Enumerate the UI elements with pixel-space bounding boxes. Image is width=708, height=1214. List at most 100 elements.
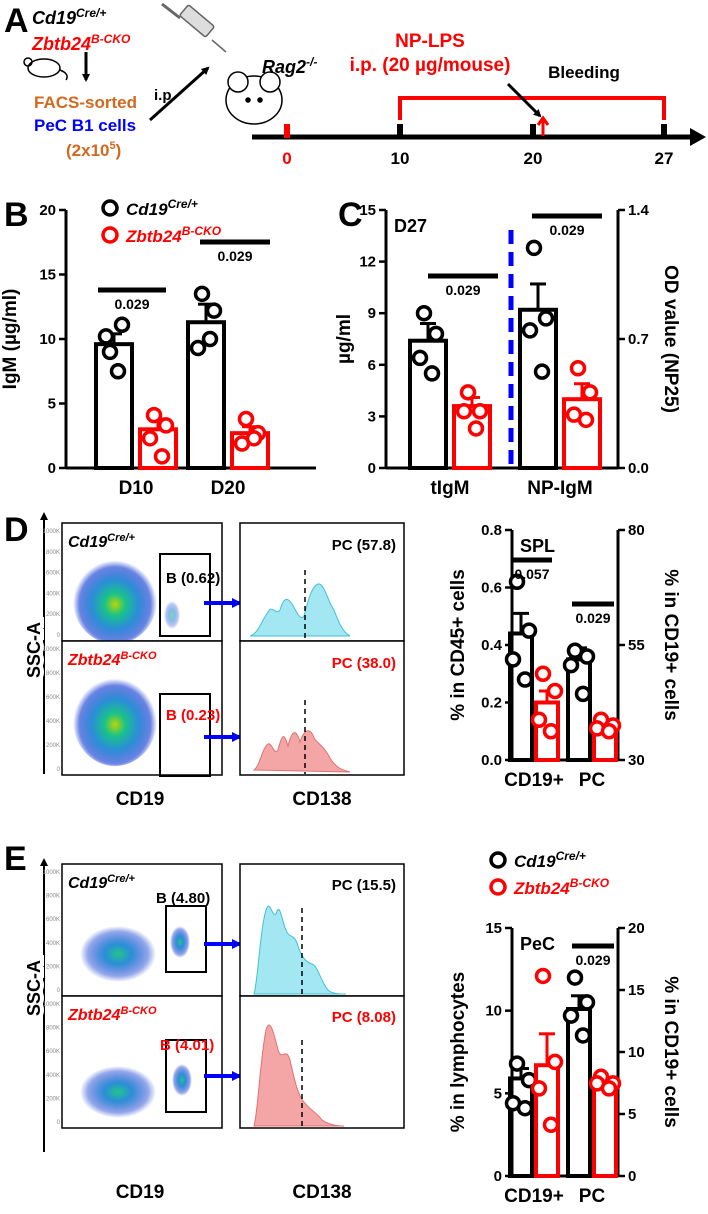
ytick-label-c-4: 12 [359, 254, 376, 271]
ytick-right-label-c-1: 0.7 [628, 331, 649, 348]
point-b-s1-c0-3 [153, 448, 171, 465]
legend-b: Cd19Cre/+ Zbtb24B-CKO [101, 197, 222, 246]
cd138-label-d: CD138 [292, 789, 351, 810]
donor-ko-label: Zbtb24B-CKO [31, 32, 131, 54]
day-label-20: 20 [524, 149, 543, 168]
legend-ctrl-marker [101, 199, 119, 217]
pvalue-d-0: 0.057 [514, 566, 549, 582]
nplps-dose-label: i.p. (20 µg/mouse) [350, 55, 511, 76]
category-label-b-1: D20 [211, 478, 246, 499]
point-c-s0-c0-2 [411, 349, 429, 367]
ytick-right-label-e-1: 5 [628, 1106, 636, 1123]
pvalue-c-0: 0.029 [445, 282, 480, 298]
point-c-s0-c1-1 [537, 310, 555, 327]
point-e-s1-c0-1 [546, 1053, 564, 1071]
dot-ytick-0-1: 200K [46, 612, 60, 618]
chart-c: 0 3 6 9 12 15 µg/ml 0.0 0.7 1.4 OD value (NP25) D27… [334, 202, 681, 499]
ytick-label-b-3: 15 [39, 267, 56, 284]
gate-d-ko-label: B (0.23) [166, 707, 220, 724]
donor-ctrl-label: Cd19Cre/+ [32, 6, 106, 28]
ylabel-d: % in CD45+ cells [448, 569, 469, 721]
ytick-label-c-3: 9 [368, 305, 376, 322]
category-label-e-1: PC [579, 1186, 606, 1207]
point-c-s1-c0-1 [471, 402, 489, 420]
day27-marker [661, 124, 667, 138]
chart-d: 0.0 0.2 0.4 0.6 0.8 % in CD45+ cells 30 55 80 % i… [448, 522, 681, 791]
point-c-s1-c0-3 [467, 420, 485, 437]
dot-ytick-2-0: 0 [57, 988, 61, 994]
mouse-icon [23, 57, 68, 81]
day-label-0: 0 [282, 149, 291, 168]
ytick-label-b-1: 5 [48, 396, 56, 413]
pvalue-e-0: 0.029 [575, 952, 610, 968]
legend-ctrl-label: Cd19Cre/+ [126, 197, 198, 219]
pvalue-c-1: 0.029 [549, 222, 584, 238]
dot-ytick-2-3: 600K [46, 917, 60, 923]
legend-e-ctrl-marker [489, 851, 507, 869]
point-c-s0-c0-0 [415, 304, 433, 322]
category-label-c-1: NP-IgM [527, 478, 592, 499]
ytick-label-c-0: 0 [368, 460, 376, 477]
dot-cloud-d-ctrl-b [164, 601, 180, 629]
point-c-s1-c1-3 [577, 411, 595, 429]
point-b-s0-c1-2 [189, 339, 207, 357]
point-b-s1-c1-3 [245, 430, 263, 447]
gate-e-ctrl-label: B (4.80) [156, 890, 210, 907]
ytick-label-d-0: 0.0 [481, 752, 502, 769]
ylabel-b: IgM (µg/ml) [0, 289, 21, 390]
dot-cloud-e-ctrl-b [170, 926, 190, 958]
point-b-s1-c1-0 [237, 410, 255, 428]
dot-ytick-3-0: 0 [57, 1120, 61, 1126]
point-d-s0-c0-2 [504, 651, 522, 668]
point-e-s0-c1-1 [578, 994, 596, 1011]
ytick-right-label-d-2: 80 [628, 522, 645, 539]
panel-label-c: C [338, 196, 363, 234]
point-b-s1-c0-1 [157, 417, 175, 434]
point-b-s0-c0-1 [113, 316, 131, 334]
category-label-d-0: CD19+ [504, 770, 564, 791]
dot-ytick-1-0: 0 [57, 767, 61, 773]
point-b-s0-c0-3 [109, 363, 127, 380]
syringe-icon [161, 2, 227, 53]
ssc-label-d: SSC-A [24, 622, 44, 678]
point-e-s0-c1-2 [562, 1007, 580, 1024]
ytick-label-e-2: 10 [485, 1003, 502, 1020]
point-c-s1-c0-0 [459, 384, 477, 401]
ylabel-c: µg/ml [334, 314, 355, 364]
chart-b: 0 5 10 15 20 IgM (µg/ml) D10 D20 0.029 0.029 [0, 202, 316, 499]
point-d-s0-c1-1 [578, 648, 596, 665]
pc-d-ctrl-label: PC (57.8) [332, 537, 396, 554]
point-b-s1-c0-2 [141, 430, 159, 447]
point-c-s1-c0-2 [455, 402, 473, 420]
gate-e-ctrl [165, 905, 207, 973]
pc-d-ko-label: PC (38.0) [332, 655, 396, 672]
timeline-arrowhead [690, 128, 706, 146]
dot-ytick-0-2: 400K [46, 591, 60, 597]
category-label-d-1: PC [579, 770, 606, 791]
route-label: i.p. [154, 87, 176, 104]
point-d-s1-c1-3 [600, 723, 618, 740]
dot-cloud-d-ctrl [73, 556, 157, 644]
dot-ytick-2-5: 1000K [43, 870, 60, 876]
panel-label-b: B [4, 196, 29, 234]
point-b-s0-c1-3 [201, 330, 219, 348]
legend-e-ko-marker [489, 878, 507, 896]
cd19-label-d: CD19 [116, 789, 165, 810]
point-c-s1-c1-0 [569, 359, 587, 377]
panel-label-a: A [4, 2, 29, 40]
dot-e-ko-title: Zbtb24B-CKO [67, 1005, 157, 1024]
panel-label-e: E [4, 840, 27, 878]
dot-ytick-2-2: 400K [46, 941, 60, 947]
ylabel-right-d: % in CD19+ cells [660, 569, 681, 721]
dot-ytick-3-3: 600K [46, 1049, 60, 1055]
point-e-s1-c0-3 [542, 1116, 560, 1133]
category-label-e-0: CD19+ [504, 1186, 564, 1207]
flow-ticks: 0 200K 400K 600K 800K 1000K 0 200K 400K 600K 800K 1… [43, 529, 61, 1126]
dot-cloud-d-ko [73, 674, 157, 766]
point-d-s0-c0-0 [508, 573, 526, 590]
ytick-label-e-0: 0 [494, 1168, 502, 1185]
ytick-right-label-c-0: 0.0 [628, 460, 649, 477]
dot-d-ctrl-title: Cd19Cre/+ [68, 532, 136, 551]
ylabel-right-c: OD value (NP25) [660, 265, 681, 413]
